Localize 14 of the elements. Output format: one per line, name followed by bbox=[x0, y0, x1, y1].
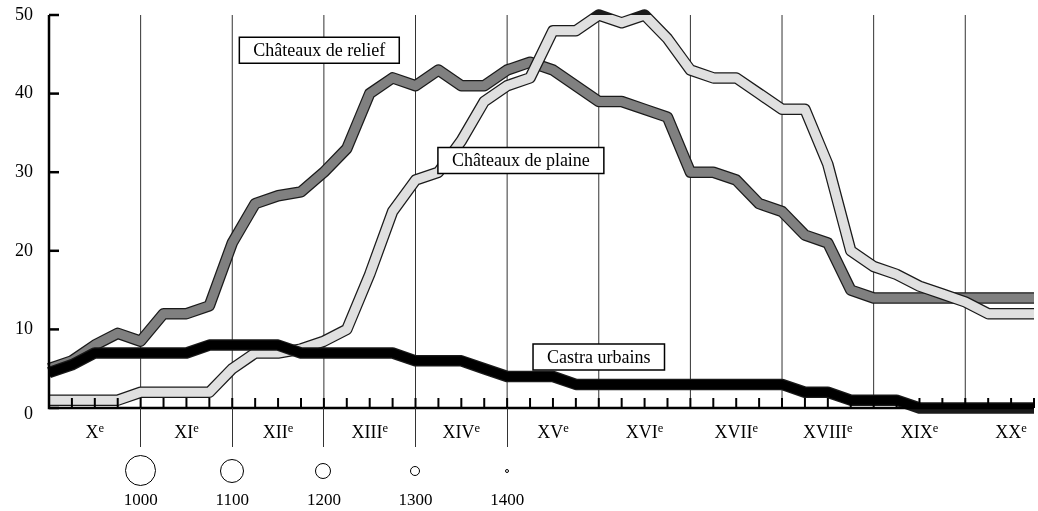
text: 1300 bbox=[397, 490, 434, 510]
y-tick-label: 40 bbox=[15, 82, 33, 103]
series-label: Châteaux de plaine bbox=[451, 150, 590, 171]
series-label: Castra urbains bbox=[547, 346, 651, 367]
y-tick-label: 0 bbox=[24, 402, 33, 423]
y-tick-label: 50 bbox=[15, 3, 33, 24]
y-tick-label: 10 bbox=[15, 318, 33, 339]
text: 1100 bbox=[214, 490, 250, 510]
text: 1200 bbox=[305, 490, 342, 510]
text: 1000 bbox=[122, 490, 159, 510]
y-tick-label: 20 bbox=[15, 239, 33, 260]
text: 1400 bbox=[489, 490, 526, 510]
y-tick-label: 30 bbox=[15, 160, 33, 181]
series-label: Châteaux de relief bbox=[253, 40, 386, 61]
